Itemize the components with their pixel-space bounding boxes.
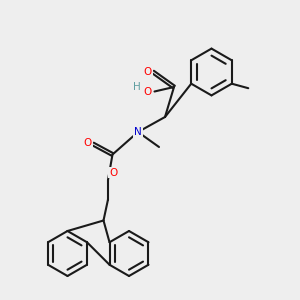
- Text: H: H: [133, 82, 140, 92]
- Text: O: O: [109, 167, 118, 178]
- Text: O: O: [144, 86, 152, 97]
- Text: O: O: [83, 137, 92, 148]
- Text: O: O: [143, 67, 152, 77]
- Text: N: N: [134, 127, 142, 137]
